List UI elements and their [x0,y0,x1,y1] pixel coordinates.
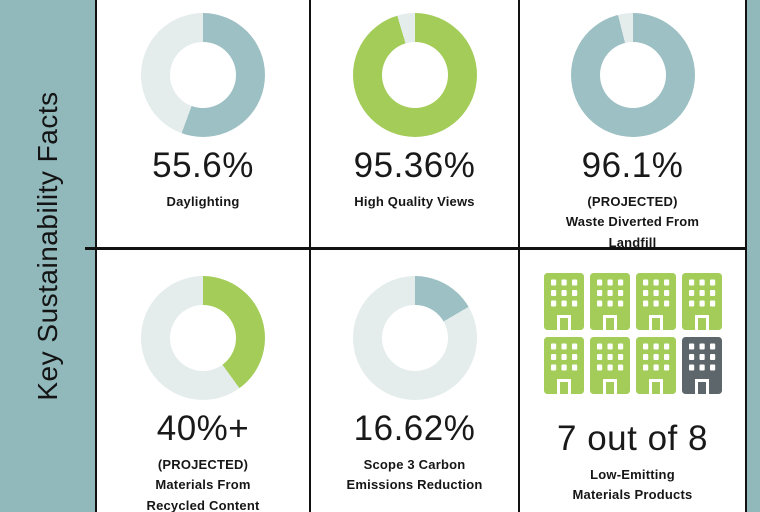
fact-cell-scope3-carbon: 16.62% Scope 3 Carbon Emissions Reductio… [311,250,520,512]
building-icon [635,337,676,394]
building-pictogram [543,273,722,394]
donut-chart-waste-diverted [570,13,695,137]
donut-chart-daylighting [141,13,265,137]
page-title: Key Sustainability Facts [31,91,63,401]
stat-labels: Daylighting [167,192,240,213]
stat-label: Scope 3 Carbon [363,456,466,472]
fact-cell-waste-diverted: 96.1% (PROJECTED) Waste Diverted From La… [520,0,745,250]
stat-label: Low-Emitting [590,466,675,482]
stat-label: Waste Diverted From [565,214,700,230]
fact-cell-low-emitting: 7 out of 8 Low-Emitting Materials Produc… [520,250,745,512]
stat-labels: (PROJECTED) Waste Diverted From Landfill [565,192,700,250]
building-icon [681,337,722,394]
fact-cell-recycled-content: 40%+ (PROJECTED) Materials From Recycled… [97,250,311,512]
stat-labels: High Quality Views [354,192,474,213]
stat-labels: Low-Emitting Materials Products [573,465,693,506]
stat-label: Recycled Content [146,497,260,512]
stat-label: Landfill [608,234,657,250]
stat-value: 7 out of 8 [557,419,708,458]
stat-value: 40%+ [156,409,250,448]
donut-chart-scope3-carbon [352,276,477,400]
stat-label: High Quality Views [354,193,475,209]
donut-chart-recycled-content [141,276,265,400]
stat-label: (PROJECTED) [157,456,249,472]
stat-labels: (PROJECTED) Materials From Recycled Cont… [146,455,259,512]
right-accent-strip [747,0,760,512]
building-icon [681,273,722,330]
stat-value: 96.1% [581,146,684,185]
building-icon [635,273,676,330]
facts-grid: 55.6% Daylighting 95.36% High Quality Vi… [95,0,747,512]
building-icon [589,337,630,394]
building-icon [589,273,630,330]
stat-label: Materials Products [572,487,693,503]
grid-rule-overhang [85,247,97,250]
donut-chart-high-quality-views [352,13,477,137]
stat-label: Materials From [155,477,251,493]
building-icon [543,273,584,330]
building-icon [543,337,584,394]
stat-value: 55.6% [152,146,254,185]
stat-label: Daylighting [166,193,240,209]
fact-cell-daylighting: 55.6% Daylighting [97,0,311,250]
stat-value: 16.62% [353,409,476,448]
sidebar: Key Sustainability Facts [0,0,95,512]
stat-value: 95.36% [353,146,476,185]
fact-cell-high-quality-views: 95.36% High Quality Views [311,0,520,250]
stat-label: (PROJECTED) [587,193,678,209]
stat-label: Emissions Reduction [346,477,483,493]
stat-labels: Scope 3 Carbon Emissions Reduction [347,455,483,496]
